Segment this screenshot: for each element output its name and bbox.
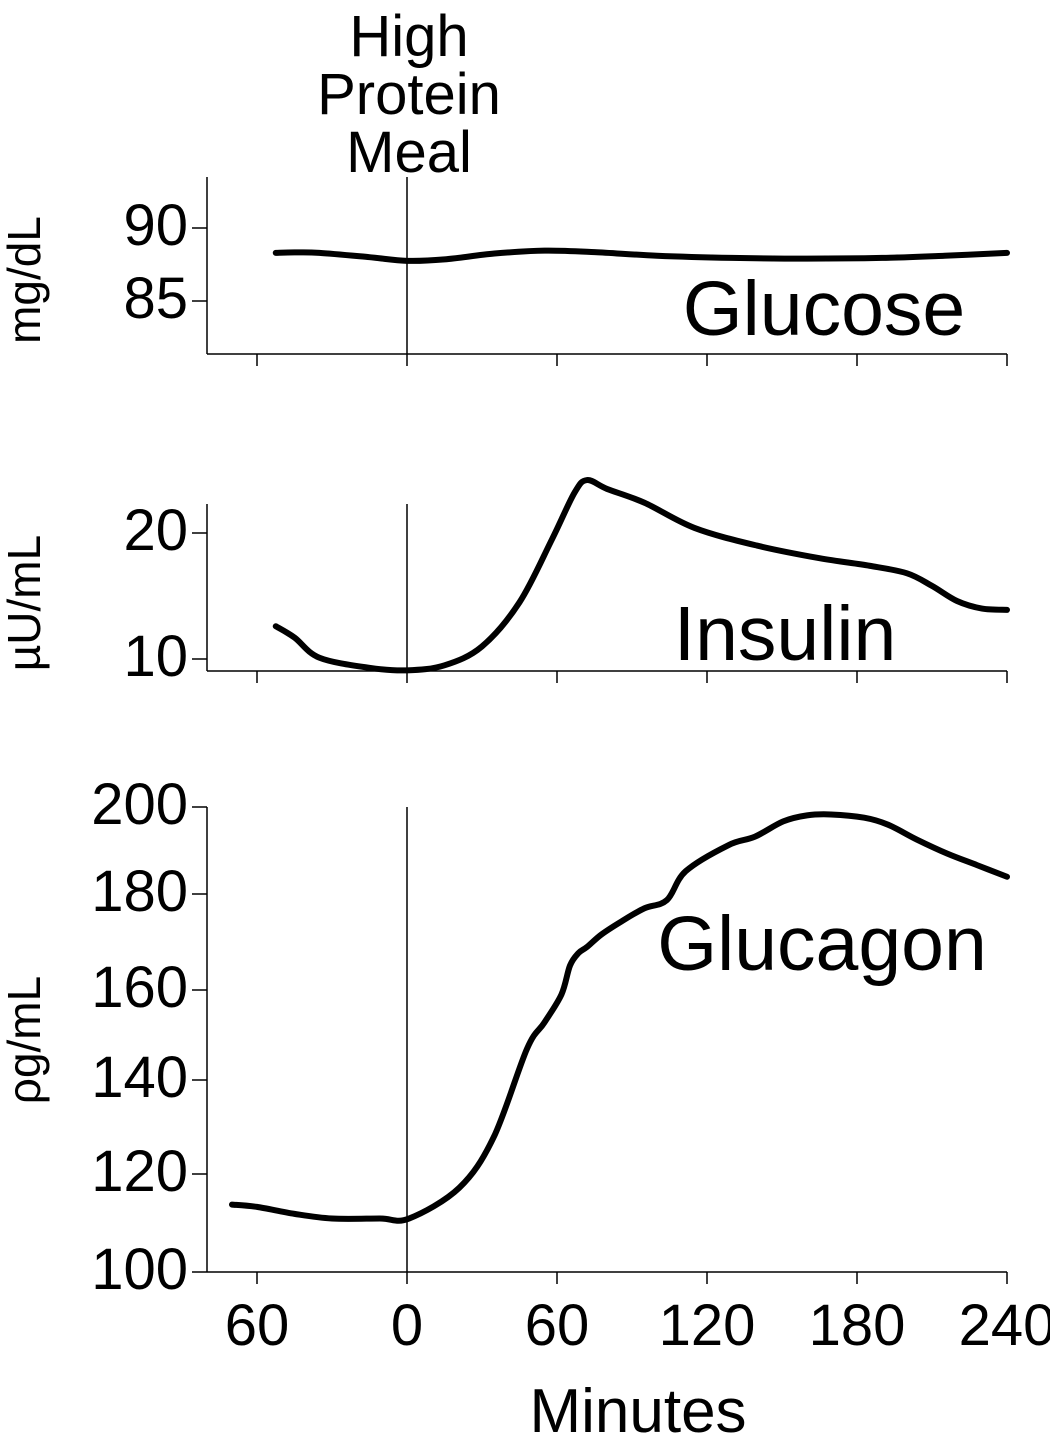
svg-text:240: 240 [959,1293,1050,1358]
svg-text:200: 200 [91,772,188,837]
svg-text:µU/mL: µU/mL [0,535,50,671]
svg-text:120: 120 [91,1139,188,1204]
svg-text:Insulin: Insulin [674,591,897,677]
svg-text:140: 140 [91,1045,188,1110]
svg-text:Glucose: Glucose [683,266,965,352]
svg-text:85: 85 [123,266,188,331]
svg-text:20: 20 [123,498,188,563]
svg-text:100: 100 [91,1237,188,1302]
svg-text:60: 60 [225,1293,290,1358]
svg-text:90: 90 [123,193,188,258]
svg-text:Glucagon: Glucagon [657,901,987,987]
svg-text:60: 60 [525,1293,590,1358]
svg-text:High: High [349,4,468,69]
svg-text:120: 120 [659,1293,756,1358]
svg-text:Meal: Meal [346,120,472,185]
svg-text:180: 180 [809,1293,906,1358]
svg-text:ρg/mL: ρg/mL [0,976,50,1104]
svg-text:0: 0 [391,1293,423,1358]
svg-text:180: 180 [91,859,188,924]
svg-text:mg/dL: mg/dL [0,216,50,344]
svg-text:160: 160 [91,955,188,1020]
svg-text:Protein: Protein [317,62,501,127]
svg-text:10: 10 [123,624,188,689]
svg-text:Minutes: Minutes [529,1377,746,1438]
